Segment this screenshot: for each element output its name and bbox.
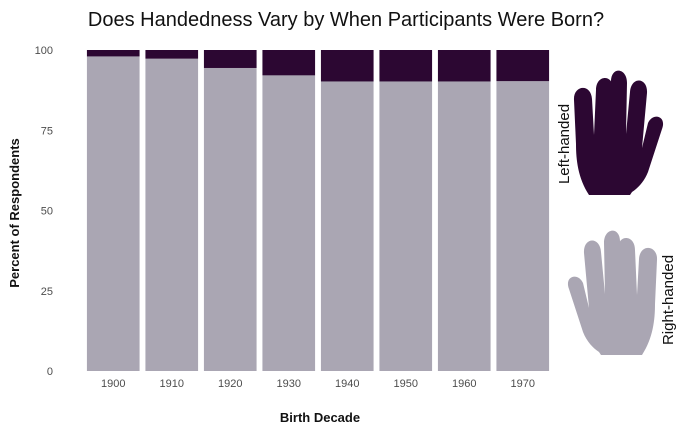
bar-right-handed-1910 [145,58,199,372]
bar-left-handed-1970 [496,50,550,82]
bar-left-handed-1940 [320,50,374,82]
x-tick-label: 1940 [335,378,359,390]
bar-left-handed-1900 [86,50,140,57]
x-tick-label: 1970 [511,378,535,390]
hand-icon [567,230,658,355]
bar-right-handed-1960 [437,81,491,372]
legend-label-right-handed: Right-handed [660,255,677,345]
bar-right-handed-1940 [320,81,374,372]
hand-icon [573,70,664,195]
legend-item-right-handed: Right-handed [567,230,677,355]
bar-right-handed-1920 [203,67,257,371]
y-axis: 0 25 50 75 100 [35,45,53,378]
bar-left-handed-1920 [203,50,257,68]
legend-label-left-handed: Left-handed [556,104,573,184]
y-tick-label: 25 [41,286,53,298]
y-tick-label: 100 [35,45,53,57]
x-axis: 1900 1910 1920 1930 1940 1950 1960 1970 [101,378,535,390]
chart-title: Does Handedness Vary by When Participant… [88,9,604,31]
plot-area [86,50,550,372]
y-axis-title: Percent of Respondents [7,138,22,288]
x-tick-label: 1960 [452,378,476,390]
x-tick-label: 1920 [218,378,242,390]
y-tick-label: 0 [47,366,53,378]
bar-right-handed-1900 [86,56,140,372]
legend-item-left-handed: Left-handed [556,70,664,195]
x-axis-title: Birth Decade [280,410,360,425]
bar-left-handed-1950 [379,50,433,82]
x-tick-label: 1900 [101,378,125,390]
y-tick-label: 50 [41,206,53,218]
x-tick-label: 1930 [277,378,301,390]
x-tick-label: 1910 [160,378,184,390]
bar-left-handed-1960 [437,50,491,82]
y-tick-label: 75 [41,125,53,137]
x-tick-label: 1950 [394,378,418,390]
bar-right-handed-1930 [262,75,316,372]
bar-right-handed-1950 [379,81,433,372]
bar-right-handed-1970 [496,81,550,371]
bar-left-handed-1930 [262,50,316,76]
bar-left-handed-1910 [145,50,199,59]
